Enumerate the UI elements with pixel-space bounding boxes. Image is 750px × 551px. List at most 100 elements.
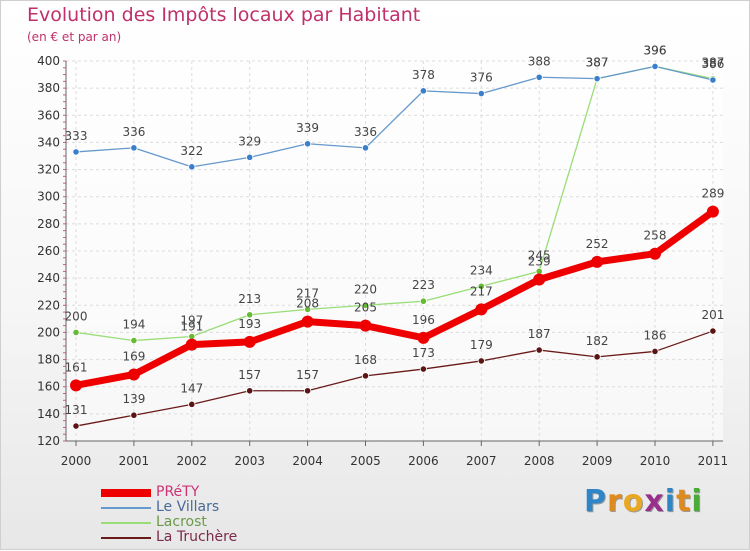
- data-point-la-truch-re: [477, 357, 485, 365]
- legend-swatch-prety: [101, 489, 151, 497]
- data-label-lacrost: 200: [65, 309, 88, 323]
- data-label-layer: 131 139 147 157 157 168 173 179 187 182 186 201 200 1…: [65, 43, 725, 417]
- data-label-la-truch-re: 139: [122, 392, 145, 406]
- legend-label-la-truchere: La Truchère: [156, 529, 238, 545]
- legend-label-lacrost: Lacrost: [156, 514, 207, 530]
- x-tick-label: 2010: [640, 454, 671, 468]
- legend-swatch-le-villars: [101, 507, 151, 509]
- y-tick-label: 240: [37, 271, 60, 285]
- data-label-lacrost: 245: [528, 248, 551, 262]
- y-tick-label: 320: [37, 163, 60, 177]
- series-line-la-truch-re: [75, 330, 714, 427]
- series-layer: [70, 62, 719, 430]
- y-tick-label: 300: [37, 190, 60, 204]
- x-tick-label: 2009: [582, 454, 613, 468]
- data-label-la-truch-re: 157: [296, 368, 319, 382]
- y-tick-label: 200: [37, 325, 60, 339]
- x-tick-label: 2005: [350, 454, 381, 468]
- data-point-le-villars: [188, 163, 196, 171]
- y-tick-label: 260: [37, 244, 60, 258]
- y-tick-label: 360: [37, 108, 60, 122]
- x-tick-label: 2003: [234, 454, 265, 468]
- data-point-pr-ty: [417, 331, 430, 344]
- data-label-le-villars: 376: [470, 71, 493, 85]
- data-label-lacrost: 387: [701, 56, 724, 70]
- data-label-lacrost: 194: [122, 318, 145, 332]
- data-point-le-villars: [477, 89, 485, 98]
- data-point-la-truch-re: [361, 372, 370, 380]
- data-point-pr-ty: [591, 255, 604, 268]
- data-point-le-villars: [130, 144, 138, 152]
- logo-letter: t: [676, 484, 692, 519]
- y-tick-label: 400: [37, 54, 60, 68]
- data-label-pr-ty: 208: [296, 297, 319, 311]
- data-label-le-villars: 336: [354, 125, 377, 139]
- data-label-le-villars: 329: [238, 134, 261, 148]
- data-label-le-villars: 387: [586, 56, 609, 70]
- data-label-pr-ty: 252: [586, 237, 609, 251]
- data-label-pr-ty: 191: [180, 320, 203, 334]
- data-point-le-villars: [72, 148, 80, 156]
- data-point-pr-ty: [301, 315, 314, 328]
- series-line-pr-ty: [72, 208, 717, 389]
- data-label-la-truch-re: 173: [412, 346, 435, 360]
- data-point-pr-ty: [649, 247, 661, 260]
- logo-letter: x: [644, 484, 665, 519]
- data-label-le-villars: 378: [412, 68, 435, 82]
- data-label-le-villars: 388: [528, 54, 551, 68]
- x-tick-label: 2006: [408, 454, 439, 468]
- axis-layer: 120 140 160 180 200 220 240 260 280 300 320 340 360 3…: [37, 54, 728, 468]
- data-label-la-truch-re: 157: [238, 368, 261, 382]
- data-label-la-truch-re: 168: [354, 353, 377, 367]
- data-label-la-truch-re: 131: [65, 403, 88, 417]
- data-point-la-truch-re: [709, 327, 717, 335]
- data-point-la-truch-re: [188, 400, 196, 408]
- y-tick-label: 340: [37, 135, 60, 149]
- data-label-lacrost: 396: [644, 43, 667, 57]
- series-line-le-villars: [75, 65, 714, 168]
- data-label-la-truch-re: 179: [470, 338, 493, 352]
- data-point-la-truch-re: [651, 347, 659, 356]
- logo-letter: o: [622, 484, 645, 519]
- data-point-la-truch-re: [419, 365, 427, 373]
- data-point-le-villars: [419, 87, 427, 95]
- data-point-le-villars: [246, 153, 254, 161]
- y-tick-label: 380: [37, 81, 60, 95]
- chart-title: Evolution des Impôts locaux par Habitant: [27, 4, 421, 26]
- data-point-lacrost: [130, 336, 138, 345]
- grid-layer: [66, 60, 723, 442]
- data-label-le-villars: 386: [701, 57, 724, 71]
- data-label-pr-ty: 169: [122, 350, 145, 364]
- data-label-lacrost: 220: [354, 282, 377, 296]
- data-label-pr-ty: 239: [528, 255, 551, 269]
- data-label-la-truch-re: 187: [528, 327, 551, 341]
- data-label-lacrost: 217: [296, 286, 319, 300]
- x-tick-label: 2002: [177, 454, 208, 468]
- data-label-pr-ty: 196: [412, 313, 435, 327]
- logo-letter: r: [607, 484, 623, 519]
- data-point-pr-ty: [359, 319, 372, 332]
- data-point-le-villars: [709, 76, 717, 84]
- y-tick-label: 140: [37, 407, 60, 421]
- data-label-pr-ty: 193: [238, 317, 261, 331]
- y-tick-label: 280: [37, 217, 60, 231]
- data-point-le-villars: [535, 73, 543, 81]
- data-label-le-villars: 396: [644, 43, 667, 57]
- y-tick-label: 120: [37, 434, 60, 448]
- data-label-la-truch-re: 186: [644, 328, 667, 342]
- x-tick-label: 2008: [524, 454, 555, 468]
- data-point-le-villars: [651, 62, 659, 71]
- data-label-pr-ty: 258: [644, 229, 667, 243]
- proxiti-logo: Proxiti: [584, 484, 703, 519]
- data-label-la-truch-re: 182: [586, 334, 609, 348]
- logo-letter: P: [584, 484, 607, 519]
- data-point-pr-ty: [475, 303, 488, 316]
- data-point-pr-ty: [533, 273, 546, 286]
- x-tick-label: 2000: [61, 454, 92, 468]
- data-label-lacrost: 197: [180, 314, 203, 328]
- data-label-le-villars: 333: [65, 129, 88, 143]
- data-point-lacrost: [246, 311, 254, 319]
- data-point-pr-ty: [70, 379, 82, 392]
